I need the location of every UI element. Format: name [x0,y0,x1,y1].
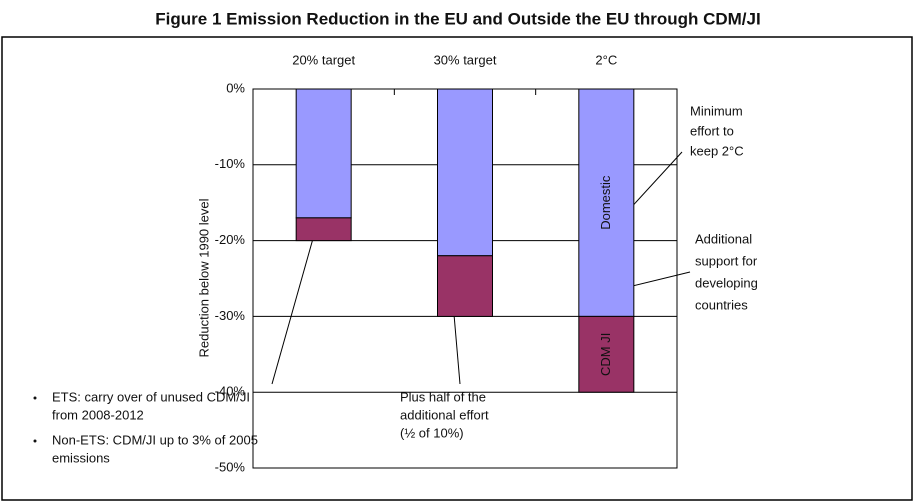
y-tick-label: -40% [215,384,246,399]
bar-segment [437,88,493,257]
y-tick-label: -30% [215,308,246,323]
bar-segment [578,315,635,393]
note: from 2008-2012 [52,407,144,422]
chart-title: Figure 1 Emission Reduction in the EU an… [155,9,760,28]
annotation: Additional [695,231,752,246]
y-tick-label: -20% [215,232,246,247]
annotation: support for [695,253,758,268]
annotation: countries [695,297,748,312]
x-tick-label: 20% target [292,52,355,67]
y-tick-label: -10% [215,156,246,171]
bar-segment [437,255,493,317]
note: ETS: carry over of unused CDM/JI [52,389,250,404]
x-tick-label: 2°C [595,52,617,67]
annotation: Minimum [690,103,743,118]
annotation: effort to [690,123,734,138]
note: Non-ETS: CDM/JI up to 3% of 2005 [52,432,258,447]
y-axis-label: Reduction below 1990 level [196,198,211,357]
bar-segment [578,88,635,317]
annotation: developing [695,275,758,290]
bar-segment [295,217,352,242]
annotation: keep 2°C [690,143,744,158]
note: emissions [52,450,110,465]
y-tick-label: 0% [226,80,245,95]
y-tick-label: -50% [215,459,246,474]
frame [1,36,913,501]
bullet [33,396,37,400]
x-tick-label: 30% target [434,52,497,67]
bullet [33,439,37,443]
annotation: (½ of 10%) [400,425,464,440]
series-label: Domestic [598,175,613,230]
annotation: Plus half of the [400,389,486,404]
bar-segment [295,88,352,219]
series-label: CDM JI [598,333,613,376]
annotation: additional effort [400,407,489,422]
